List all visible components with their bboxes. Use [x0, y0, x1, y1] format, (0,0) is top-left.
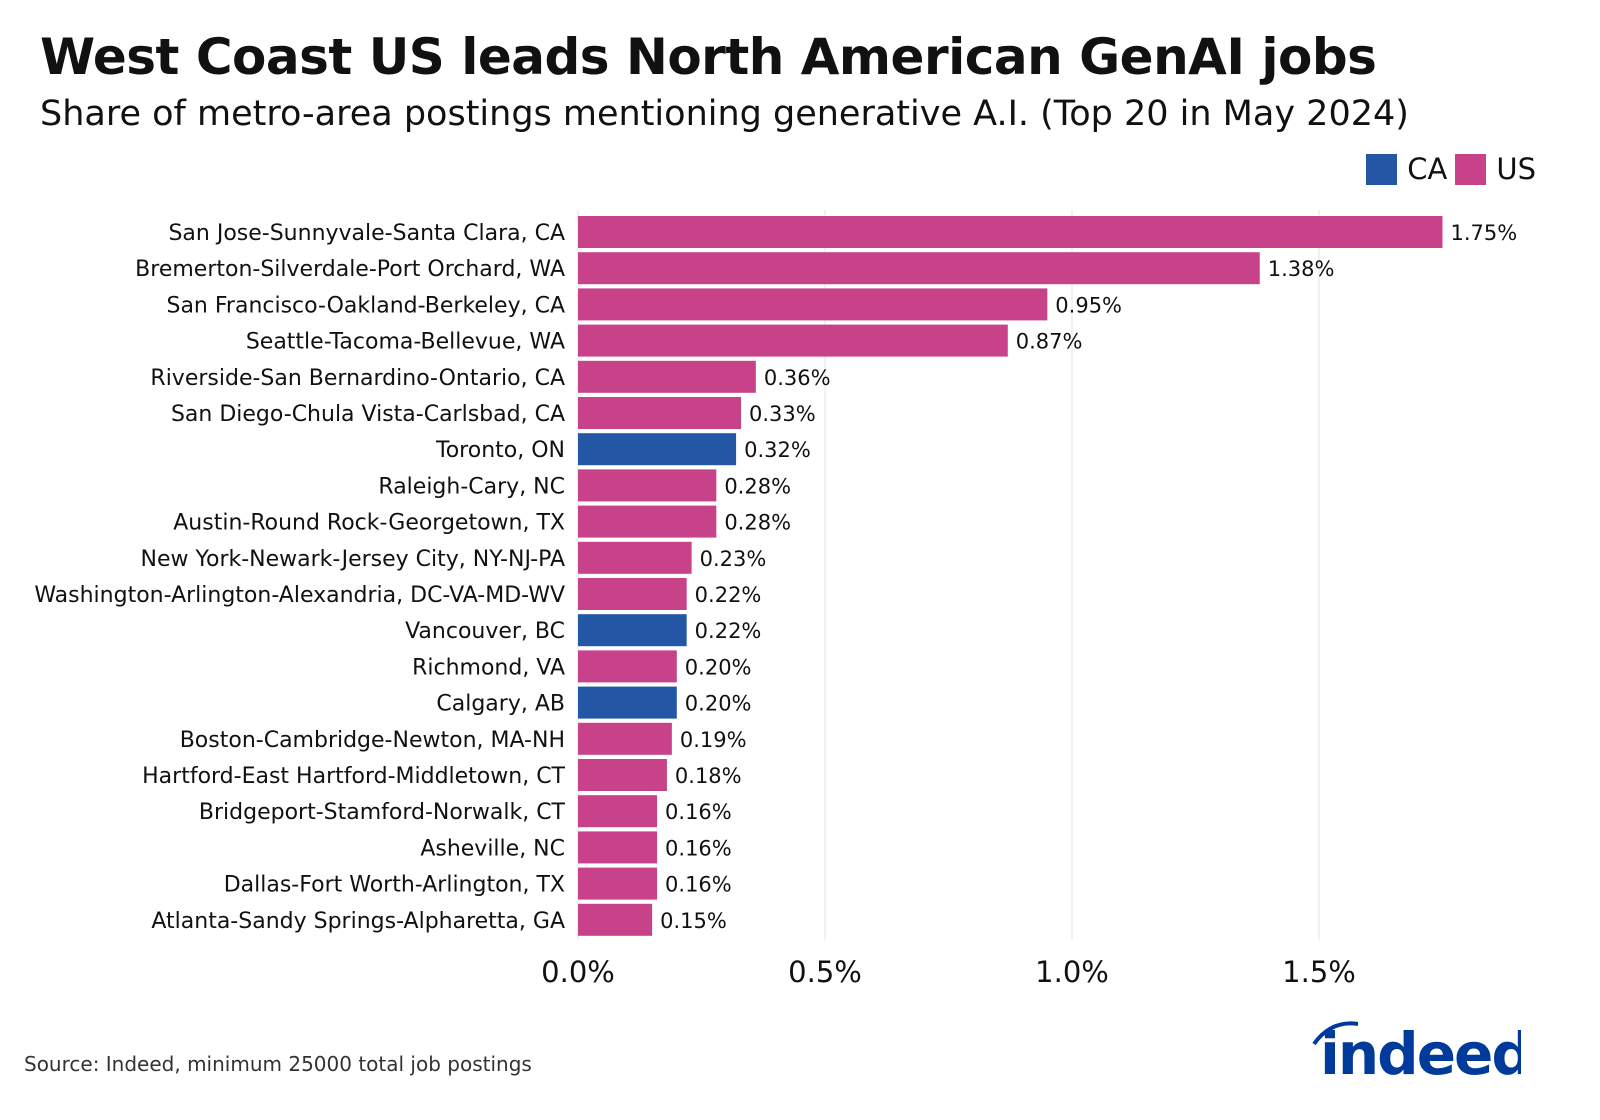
- category-label: Toronto, ON: [435, 438, 565, 463]
- data-label: 0.87%: [1016, 330, 1083, 354]
- bar: [578, 722, 672, 755]
- bar: [578, 324, 1008, 357]
- source-note: Source: Indeed, minimum 25000 total job …: [24, 1052, 532, 1076]
- legend-label-ca: CA: [1407, 152, 1448, 186]
- indeed-logo: indeed: [1306, 1014, 1533, 1088]
- bar: [578, 578, 687, 610]
- category-label: Boston-Cambridge-Newton, MA-NH: [180, 728, 565, 753]
- bar: [578, 360, 756, 393]
- data-label: 0.32%: [744, 438, 811, 462]
- category-label: Raleigh-Cary, NC: [378, 474, 565, 499]
- bar-chart: 0.0% 0.5% 1.0% 1.5% San Jose-Sunnyvale-Santa…: [34, 210, 1518, 989]
- category-label: Bremerton-Silverdale-Port Orchard, WA: [135, 257, 565, 282]
- bar: [578, 288, 1048, 321]
- bar: [578, 433, 737, 466]
- legend-label-us: US: [1496, 152, 1536, 186]
- data-label: 0.23%: [700, 547, 767, 571]
- legend-swatch-ca: [1366, 153, 1398, 185]
- data-label: 0.28%: [724, 511, 791, 535]
- bar: [578, 216, 1443, 248]
- category-label: San Jose-Sunnyvale-Santa Clara, CA: [168, 221, 565, 246]
- category-label: San Diego-Chula Vista-Carlsbad, CA: [171, 402, 565, 427]
- bar: [578, 505, 717, 538]
- data-label: 1.75%: [1451, 221, 1518, 245]
- category-label: Asheville, NC: [420, 836, 565, 861]
- category-label: Richmond, VA: [412, 655, 565, 680]
- bar: [578, 541, 692, 574]
- category-label: Riverside-San Bernardino-Ontario, CA: [150, 366, 565, 391]
- bar: [578, 469, 717, 502]
- bar: [578, 903, 653, 936]
- bar: [578, 867, 658, 900]
- category-label: Seattle-Tacoma-Bellevue, WA: [246, 330, 565, 355]
- data-label: 0.20%: [685, 692, 752, 716]
- bar: [578, 831, 658, 864]
- category-label: Washington-Arlington-Alexandria, DC-VA-M…: [34, 583, 565, 608]
- x-tick-label: 0.5%: [788, 955, 862, 989]
- category-label: Bridgeport-Stamford-Norwalk, CT: [199, 800, 566, 825]
- x-tick-label: 1.0%: [1035, 955, 1109, 989]
- data-label: 1.38%: [1268, 257, 1335, 281]
- data-label: 0.16%: [665, 873, 732, 897]
- data-label: 0.19%: [680, 728, 747, 752]
- data-label: 0.33%: [749, 402, 816, 426]
- bar: [578, 759, 667, 791]
- category-label: Calgary, AB: [436, 692, 565, 717]
- bar: [578, 686, 677, 719]
- chart-title: West Coast US leads North American GenAI…: [40, 28, 1377, 86]
- data-label: 0.22%: [695, 619, 762, 643]
- chart-subtitle: Share of metro-area postings mentioning …: [40, 94, 1409, 134]
- data-label: 0.36%: [764, 366, 831, 390]
- category-label: Hartford-East Hartford-Middletown, CT: [142, 764, 565, 789]
- svg-text:indeed: indeed: [1320, 1020, 1521, 1084]
- x-tick-label: 0.0%: [541, 955, 615, 989]
- data-label: 0.95%: [1055, 293, 1122, 317]
- category-label: San Francisco-Oakland-Berkeley, CA: [166, 293, 565, 318]
- category-label: Dallas-Fort Worth-Arlington, TX: [224, 873, 565, 898]
- category-label: New York-Newark-Jersey City, NY-NJ-PA: [140, 547, 565, 572]
- category-label: Atlanta-Sandy Springs-Alpharetta, GA: [151, 909, 565, 934]
- category-label: Austin-Round Rock-Georgetown, TX: [173, 511, 565, 536]
- legend: CA US: [1358, 152, 1536, 186]
- data-label: 0.16%: [665, 836, 732, 860]
- legend-swatch-us: [1455, 153, 1487, 185]
- bar: [578, 650, 677, 683]
- data-label: 0.18%: [675, 764, 742, 788]
- category-label: Vancouver, BC: [405, 619, 565, 644]
- data-label: 0.22%: [695, 583, 762, 607]
- bar: [578, 614, 687, 647]
- bar: [578, 397, 742, 429]
- data-label: 0.20%: [685, 655, 752, 679]
- data-label: 0.16%: [665, 800, 732, 824]
- data-label: 0.28%: [724, 474, 791, 498]
- bar: [578, 795, 658, 828]
- bar: [578, 252, 1260, 285]
- x-tick-label: 1.5%: [1282, 955, 1356, 989]
- data-label: 0.15%: [660, 909, 727, 933]
